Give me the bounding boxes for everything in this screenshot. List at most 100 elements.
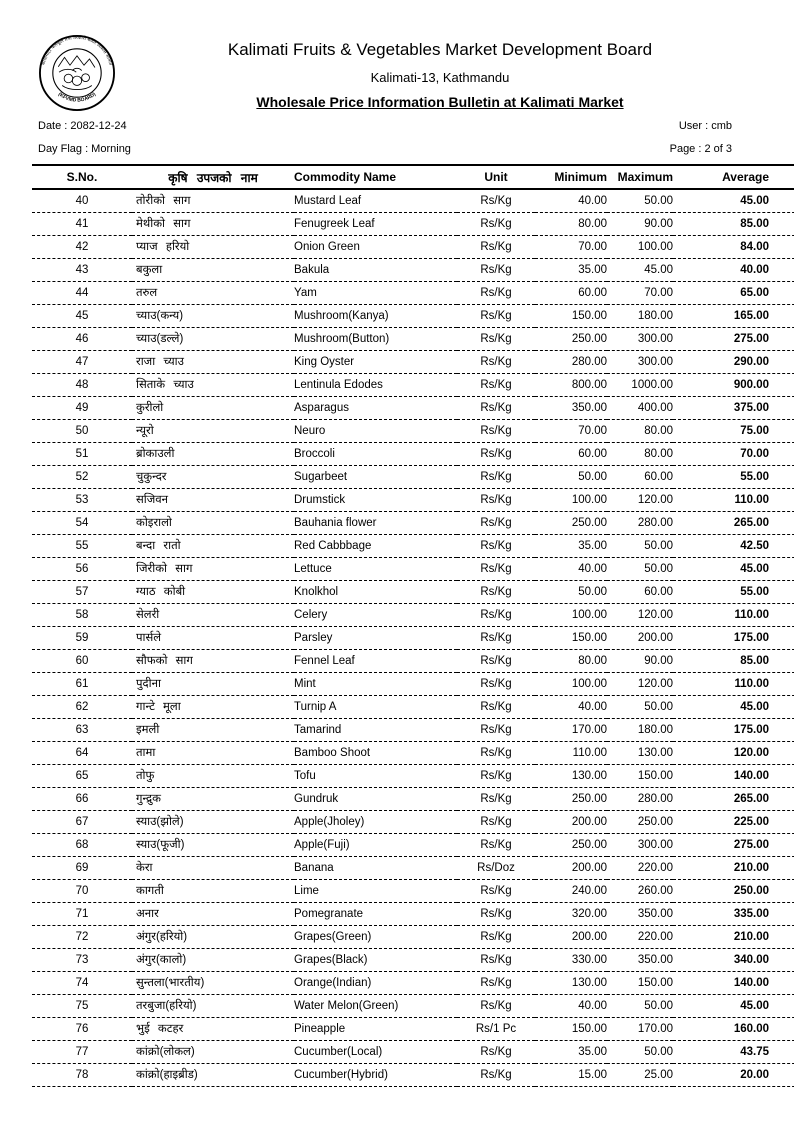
cell-maximum: 280.00 <box>637 516 673 529</box>
cell-commodity-name-nepali: सेलरी <box>136 609 160 621</box>
cell-maximum: 120.00 <box>637 608 673 621</box>
cell-commodity-name-nepali: तरुल <box>136 287 158 299</box>
cell-unit: Rs/Kg <box>480 953 512 966</box>
cell-commodity-name-nepali: गान्टे मूला <box>136 701 181 713</box>
cell-minimum: 130.00 <box>571 976 607 989</box>
table-row: 70 कागती Lime Rs/Kg 240.00 260.00 250.00 <box>32 879 794 902</box>
table-row: 47 राजा च्याउ King Oyster Rs/Kg 280.00 3… <box>32 350 794 373</box>
table-row: 44 तरुल Yam Rs/Kg 60.00 70.00 65.00 <box>32 281 794 304</box>
cell-unit: Rs/Kg <box>480 631 512 644</box>
cell-minimum: 170.00 <box>571 723 607 736</box>
cell-maximum: 50.00 <box>644 700 673 713</box>
col-header-unit: Unit <box>484 170 508 184</box>
table-row: 57 ग्याठ कोबी Knolkhol Rs/Kg 50.00 60.00… <box>32 580 794 603</box>
cell-minimum: 40.00 <box>578 700 607 713</box>
cell-commodity-name-nepali: न्यूरो <box>136 425 154 437</box>
cell-sno: 44 <box>75 286 89 299</box>
cell-commodity-name: Tamarind <box>294 723 342 736</box>
cell-unit: Rs/Kg <box>480 217 512 230</box>
cell-maximum: 80.00 <box>644 424 673 437</box>
cell-maximum: 400.00 <box>637 401 673 414</box>
table-row: 62 गान्टे मूला Turnip A Rs/Kg 40.00 50.0… <box>32 695 794 718</box>
col-header-average: Average <box>722 170 769 184</box>
cell-sno: 72 <box>75 930 89 943</box>
cell-commodity-name-nepali: चुकुन्दर <box>136 471 167 483</box>
price-table-body: 40 तोरीको साग Mustard Leaf Rs/Kg 40.00 5… <box>32 189 794 1086</box>
cell-average: 210.00 <box>733 930 769 943</box>
cell-minimum: 330.00 <box>571 953 607 966</box>
cell-unit: Rs/Kg <box>480 976 512 989</box>
cell-unit: Rs/Kg <box>480 884 512 897</box>
cell-sno: 51 <box>75 447 89 460</box>
org-name: Kalimati Fruits & Vegetables Market Deve… <box>227 40 653 59</box>
cell-commodity-name-nepali: मेथीको साग <box>136 218 191 230</box>
cell-sno: 74 <box>75 976 89 989</box>
col-header-name-nepali: कृषि उपजको नाम <box>168 170 258 185</box>
cell-average: 340.00 <box>733 953 769 966</box>
cell-commodity-name-nepali: पुदीना <box>136 678 161 690</box>
cell-commodity-name-nepali: कागती <box>136 885 164 897</box>
cell-sno: 78 <box>75 1068 89 1081</box>
cell-sno: 76 <box>75 1022 89 1035</box>
cell-commodity-name-nepali: अनार <box>136 908 159 920</box>
cell-average: 110.00 <box>734 608 769 621</box>
table-row: 40 तोरीको साग Mustard Leaf Rs/Kg 40.00 5… <box>32 189 794 212</box>
cell-minimum: 350.00 <box>571 401 607 414</box>
table-row: 76 भुई कटहर Pineapple Rs/1 Pc 150.00 170… <box>32 1017 794 1040</box>
cell-unit: Rs/Kg <box>480 539 512 552</box>
table-row: 60 सौफको साग Fennel Leaf Rs/Kg 80.00 90.… <box>32 649 794 672</box>
cell-average: 20.00 <box>740 1068 769 1081</box>
cell-maximum: 50.00 <box>644 1045 673 1058</box>
table-row: 61 पुदीना Mint Rs/Kg 100.00 120.00 110.0… <box>32 672 794 695</box>
cell-sno: 64 <box>75 746 89 759</box>
table-row: 73 अंगुर(कालो) Grapes(Black) Rs/Kg 330.0… <box>32 948 794 971</box>
cell-average: 85.00 <box>740 654 769 667</box>
cell-sno: 54 <box>75 516 89 529</box>
cell-maximum: 120.00 <box>637 493 673 506</box>
cell-sno: 40 <box>75 194 89 207</box>
cell-commodity-name-nepali: पार्सले <box>136 632 162 644</box>
cell-commodity-name: Bakula <box>294 263 330 276</box>
cell-sno: 65 <box>75 769 89 782</box>
table-row: 43 बकुला Bakula Rs/Kg 35.00 45.00 40.00 <box>32 258 794 281</box>
cell-minimum: 200.00 <box>571 930 607 943</box>
cell-maximum: 200.00 <box>637 631 673 644</box>
cell-maximum: 90.00 <box>644 654 673 667</box>
cell-commodity-name-nepali: भुई कटहर <box>136 1023 184 1035</box>
cell-maximum: 280.00 <box>637 792 673 805</box>
cell-commodity-name: Tofu <box>294 769 316 782</box>
cell-average: 175.00 <box>733 723 769 736</box>
cell-average: 160.00 <box>733 1022 769 1035</box>
cell-maximum: 150.00 <box>637 769 673 782</box>
cell-maximum: 250.00 <box>637 815 673 828</box>
cell-commodity-name-nepali: कांक्रो(हाइब्रीड) <box>136 1069 198 1081</box>
cell-commodity-name-nepali: अंगुर(हरियो) <box>136 931 188 943</box>
cell-minimum: 15.00 <box>578 1068 607 1081</box>
cell-commodity-name: Sugarbeet <box>294 470 348 483</box>
cell-unit: Rs/1 Pc <box>475 1022 517 1035</box>
cell-commodity-name-nepali: कांक्रो(लोकल) <box>136 1046 195 1058</box>
cell-commodity-name-nepali: च्याउ(कन्य) <box>136 310 184 322</box>
cell-unit: Rs/Kg <box>480 746 512 759</box>
cell-commodity-name-nepali: अंगुर(कालो) <box>136 954 187 966</box>
cell-sno: 48 <box>75 378 89 391</box>
cell-average: 265.00 <box>733 516 769 529</box>
table-row: 52 चुकुन्दर Sugarbeet Rs/Kg 50.00 60.00 … <box>32 465 794 488</box>
cell-unit: Rs/Kg <box>480 286 512 299</box>
cell-minimum: 130.00 <box>571 769 607 782</box>
cell-commodity-name: Apple(Fuji) <box>294 838 350 851</box>
cell-commodity-name: Orange(Indian) <box>294 976 372 989</box>
cell-unit: Rs/Kg <box>480 493 512 506</box>
cell-maximum: 180.00 <box>637 723 673 736</box>
cell-minimum: 100.00 <box>571 677 607 690</box>
cell-unit: Rs/Kg <box>480 562 512 575</box>
col-header-commodity-name: Commodity Name <box>294 170 397 184</box>
table-row: 66 गुन्द्रुक Gundruk Rs/Kg 250.00 280.00… <box>32 787 794 810</box>
cell-average: 45.00 <box>740 999 769 1012</box>
cell-unit: Rs/Doz <box>477 861 515 874</box>
col-header-maximum: Maximum <box>617 170 673 184</box>
cell-commodity-name: Parsley <box>294 631 333 644</box>
table-row: 50 न्यूरो Neuro Rs/Kg 70.00 80.00 75.00 <box>32 419 794 442</box>
cell-unit: Rs/Kg <box>480 769 512 782</box>
cell-unit: Rs/Kg <box>480 194 512 207</box>
